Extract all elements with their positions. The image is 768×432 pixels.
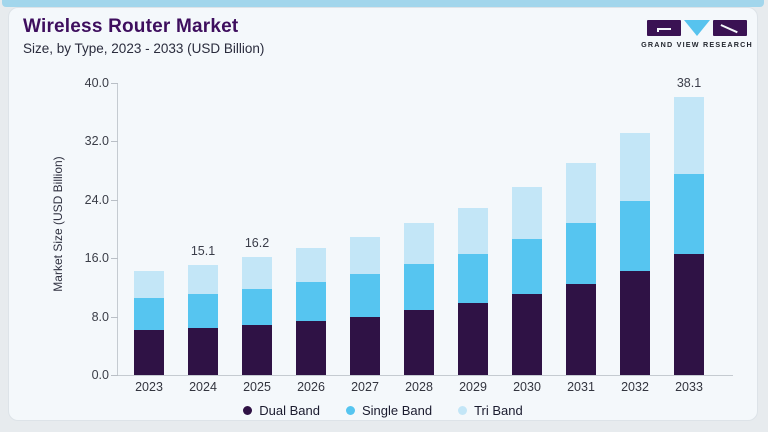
y-tick-mark	[111, 375, 118, 376]
bar-segment-tri-band	[404, 223, 434, 265]
x-tick-label-2026: 2026	[297, 380, 325, 394]
y-axis-title: Market Size (USD Billion)	[51, 156, 65, 292]
bar-segment-dual-band	[188, 328, 218, 375]
bar-segment-single-band	[188, 293, 218, 329]
bar-segment-single-band	[674, 174, 704, 254]
x-tick-label-2027: 2027	[351, 380, 379, 394]
x-tick-label-2030: 2030	[513, 380, 541, 394]
bar-segment-tri-band	[296, 247, 326, 283]
bar-segment-single-band	[566, 223, 596, 284]
bar-segment-tri-band	[350, 237, 380, 275]
bar-segment-single-band	[134, 297, 164, 330]
x-tick-label-2025: 2025	[243, 380, 271, 394]
y-tick-mark	[111, 199, 118, 201]
bar-total-label-2025: 16.2	[244, 235, 270, 250]
y-tick-mark	[111, 141, 118, 143]
bar-2025	[242, 256, 272, 375]
legend-swatch-dual-band	[243, 406, 253, 415]
bar-2030	[512, 187, 542, 375]
y-tick-label: 40.0	[84, 76, 109, 90]
bar-segment-single-band	[350, 274, 380, 317]
y-tick-mark	[111, 316, 118, 318]
x-axis-line	[117, 375, 733, 376]
x-tick-label-2024: 2024	[189, 380, 217, 394]
y-tick-label: 32.0	[84, 134, 109, 149]
bar-segment-dual-band	[566, 283, 596, 375]
logo-r-mark	[720, 24, 738, 33]
x-tick-label-2033: 2033	[675, 380, 703, 394]
x-tick-label-2029: 2029	[459, 380, 487, 394]
x-tick-label-2023: 2023	[135, 380, 163, 394]
y-tick-label: 8.0	[91, 309, 109, 324]
logo-marks	[641, 20, 753, 36]
y-tick-label: 24.0	[84, 192, 109, 207]
bar-segment-tri-band	[242, 256, 272, 289]
y-tick-mark	[111, 83, 118, 84]
x-tick-label-2028: 2028	[405, 380, 433, 394]
bar-2033	[674, 96, 704, 375]
legend-label: Single Band	[361, 403, 433, 418]
y-tick-mark	[111, 258, 118, 260]
bar-segment-dual-band	[458, 303, 488, 375]
logo-text: GRAND VIEW RESEARCH	[641, 40, 753, 49]
y-tick-label: 0.0	[91, 368, 109, 382]
bar-2023	[134, 271, 164, 375]
bar-segment-single-band	[512, 239, 542, 294]
bar-segment-dual-band	[674, 253, 704, 375]
bar-segment-dual-band	[350, 316, 380, 375]
bar-segment-tri-band	[566, 163, 596, 224]
bar-total-label-2024: 15.1	[190, 243, 216, 258]
y-axis-line	[117, 83, 118, 375]
bar-segment-single-band	[458, 253, 488, 304]
legend-swatch-tri-band	[458, 406, 468, 415]
legend-item-dual-band: Dual Band	[243, 403, 320, 418]
bar-2024	[188, 264, 218, 375]
bar-2032	[620, 132, 650, 375]
legend-swatch-single-band	[345, 406, 355, 415]
bar-segment-single-band	[404, 264, 434, 311]
top-accent-strip	[2, 0, 764, 7]
bar-segment-tri-band	[458, 207, 488, 254]
bar-segment-dual-band	[404, 310, 434, 375]
bar-segment-tri-band	[512, 187, 542, 240]
chart-card: Wireless Router Market Size, by Type, 20…	[8, 7, 758, 421]
y-tick-label: 16.0	[84, 251, 109, 266]
legend-item-single-band: Single Band	[345, 403, 433, 418]
bar-segment-dual-band	[296, 320, 326, 375]
bar-segment-tri-band	[620, 132, 650, 202]
bar-segment-dual-band	[620, 270, 650, 375]
bar-segment-tri-band	[188, 264, 218, 294]
legend-item-tri-band: Tri Band	[458, 403, 523, 418]
bar-segment-tri-band	[134, 271, 164, 298]
logo-r-block	[713, 20, 747, 36]
bar-2026	[296, 247, 326, 375]
x-tick-label-2032: 2032	[621, 380, 649, 394]
bar-2031	[566, 163, 596, 375]
bar-segment-single-band	[296, 282, 326, 321]
bar-2029	[458, 207, 488, 375]
logo-v-triangle-icon	[684, 20, 710, 36]
bar-segment-single-band	[242, 288, 272, 326]
bar-segment-single-band	[620, 201, 650, 271]
legend-label: Dual Band	[259, 403, 320, 418]
legend: Dual Band Single Band Tri Band	[9, 403, 757, 418]
bar-segment-dual-band	[134, 329, 164, 375]
gvr-logo: GRAND VIEW RESEARCH	[641, 20, 753, 49]
page-title: Wireless Router Market	[23, 16, 239, 37]
bar-total-label-2033: 38.1	[676, 75, 702, 90]
legend-label: Tri Band	[474, 403, 523, 418]
logo-g-block	[647, 20, 681, 36]
x-tick-label-2031: 2031	[567, 380, 595, 394]
bar-segment-dual-band	[242, 325, 272, 375]
logo-g-mark	[657, 28, 671, 31]
bar-2027	[350, 237, 380, 375]
bar-segment-tri-band	[674, 96, 704, 175]
bar-segment-dual-band	[512, 293, 542, 375]
bar-2028	[404, 223, 434, 375]
page-subtitle: Size, by Type, 2023 - 2033 (USD Billion)	[23, 41, 265, 56]
